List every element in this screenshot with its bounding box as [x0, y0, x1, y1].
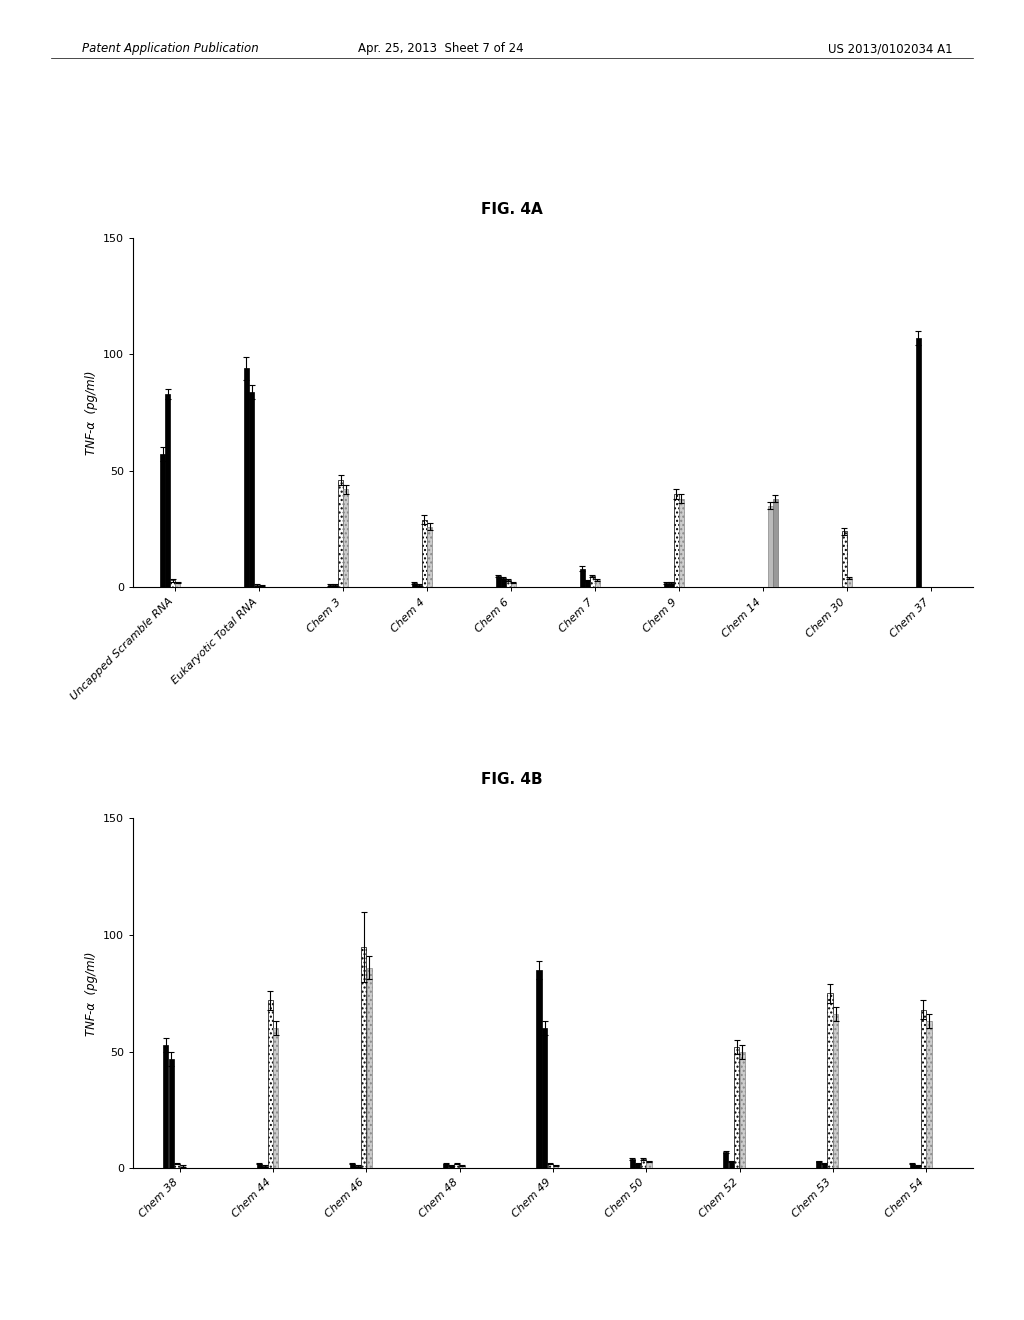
Bar [585, 581, 590, 587]
Bar [443, 1163, 449, 1168]
Bar [170, 581, 175, 587]
Bar [679, 499, 684, 587]
Bar [160, 454, 165, 587]
Bar [256, 1163, 262, 1168]
Bar [355, 1166, 360, 1168]
Bar [165, 393, 170, 587]
Bar [244, 368, 249, 587]
Bar [553, 1166, 558, 1168]
Bar [548, 1163, 553, 1168]
Bar [768, 506, 773, 587]
Bar [542, 1028, 547, 1168]
Bar [641, 1159, 646, 1168]
Text: US 2013/0102034 A1: US 2013/0102034 A1 [827, 42, 952, 55]
Bar [427, 527, 432, 587]
Bar [580, 569, 585, 587]
Text: Patent Application Publication: Patent Application Publication [82, 42, 259, 55]
Bar [927, 1022, 932, 1168]
Text: Apr. 25, 2013  Sheet 7 of 24: Apr. 25, 2013 Sheet 7 of 24 [357, 42, 523, 55]
Bar [537, 970, 542, 1168]
Bar [773, 499, 778, 587]
Bar [449, 1166, 454, 1168]
Bar [646, 1162, 651, 1168]
Bar [361, 946, 367, 1168]
Bar [262, 1166, 267, 1168]
Bar [333, 585, 338, 587]
Bar [630, 1159, 635, 1168]
Y-axis label: TNF-α  (pg/ml): TNF-α (pg/ml) [85, 370, 97, 455]
Bar [635, 1163, 640, 1168]
Bar [259, 585, 264, 587]
Bar [847, 578, 852, 587]
Bar [163, 1044, 168, 1168]
Bar [595, 581, 600, 587]
Bar [174, 1163, 179, 1168]
Bar [842, 532, 847, 587]
Bar [273, 1028, 279, 1168]
Bar [909, 1163, 914, 1168]
Bar [729, 1162, 734, 1168]
Bar [921, 1010, 926, 1168]
Bar [816, 1162, 821, 1168]
Bar [422, 520, 427, 587]
Bar [249, 392, 254, 587]
Bar [669, 582, 674, 587]
Bar [834, 1014, 839, 1168]
Bar [338, 480, 343, 587]
Bar [739, 1052, 744, 1168]
Y-axis label: TNF-α  (pg/ml): TNF-α (pg/ml) [85, 950, 97, 1036]
Bar [501, 578, 506, 587]
Text: FIG. 4A: FIG. 4A [481, 202, 543, 216]
Bar [496, 576, 501, 587]
Text: FIG. 4B: FIG. 4B [481, 772, 543, 787]
Bar [412, 582, 417, 587]
Bar [175, 582, 180, 587]
Bar [417, 585, 422, 587]
Bar [590, 576, 595, 587]
Bar [915, 1166, 921, 1168]
Bar [254, 585, 259, 587]
Bar [367, 968, 372, 1168]
Bar [822, 1163, 827, 1168]
Bar [328, 585, 333, 587]
Bar [350, 1163, 355, 1168]
Bar [343, 490, 348, 587]
Bar [511, 582, 516, 587]
Bar [506, 581, 511, 587]
Bar [674, 494, 679, 587]
Bar [723, 1152, 728, 1168]
Bar [915, 338, 921, 587]
Bar [169, 1059, 174, 1168]
Bar [664, 582, 669, 587]
Bar [734, 1047, 739, 1168]
Bar [460, 1166, 465, 1168]
Bar [455, 1163, 460, 1168]
Bar [827, 993, 833, 1168]
Bar [267, 1001, 272, 1168]
Bar [180, 1166, 185, 1168]
